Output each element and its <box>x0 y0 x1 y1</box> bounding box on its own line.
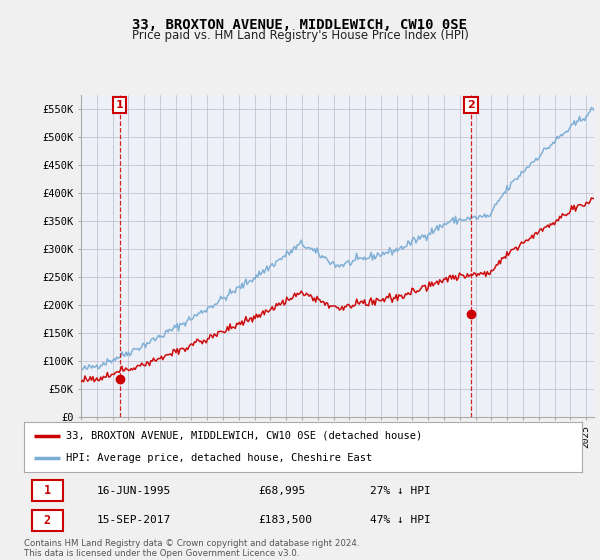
Text: 27% ↓ HPI: 27% ↓ HPI <box>370 486 431 496</box>
Text: 1: 1 <box>116 100 124 110</box>
Text: 33, BROXTON AVENUE, MIDDLEWICH, CW10 0SE: 33, BROXTON AVENUE, MIDDLEWICH, CW10 0SE <box>133 18 467 32</box>
Text: Price paid vs. HM Land Registry's House Price Index (HPI): Price paid vs. HM Land Registry's House … <box>131 29 469 42</box>
Text: 2: 2 <box>44 514 51 527</box>
Text: £68,995: £68,995 <box>259 486 305 496</box>
Text: 2: 2 <box>467 100 475 110</box>
Text: £183,500: £183,500 <box>259 515 313 525</box>
Text: 16-JUN-1995: 16-JUN-1995 <box>97 486 171 496</box>
Text: 47% ↓ HPI: 47% ↓ HPI <box>370 515 431 525</box>
Text: HPI: Average price, detached house, Cheshire East: HPI: Average price, detached house, Ches… <box>66 453 372 463</box>
FancyBboxPatch shape <box>32 480 63 501</box>
FancyBboxPatch shape <box>32 510 63 531</box>
Text: 33, BROXTON AVENUE, MIDDLEWICH, CW10 0SE (detached house): 33, BROXTON AVENUE, MIDDLEWICH, CW10 0SE… <box>66 431 422 441</box>
Text: 15-SEP-2017: 15-SEP-2017 <box>97 515 171 525</box>
Text: 1: 1 <box>44 484 51 497</box>
Text: Contains HM Land Registry data © Crown copyright and database right 2024.
This d: Contains HM Land Registry data © Crown c… <box>24 539 359 558</box>
